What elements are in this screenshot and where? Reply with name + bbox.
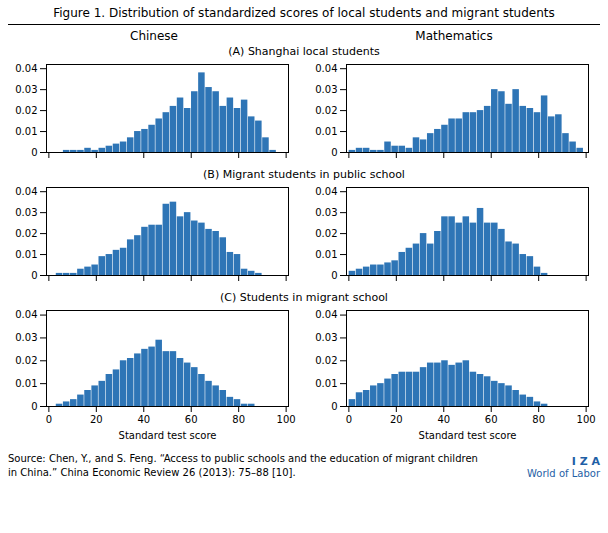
- svg-text:Standard test score: Standard test score: [419, 430, 517, 441]
- svg-text:0.02: 0.02: [15, 355, 37, 366]
- svg-text:0: 0: [331, 270, 337, 281]
- html-text:(C) Students in migrant school: (C) Students in migrant school: [220, 291, 388, 304]
- html-text:Mathematics: Mathematics: [415, 29, 493, 43]
- svg-text:0.03: 0.03: [15, 84, 37, 95]
- svg-text:0: 0: [346, 414, 352, 425]
- svg-text:0.03: 0.03: [15, 207, 37, 218]
- svg-text:0.02: 0.02: [315, 228, 337, 239]
- svg-text:0.02: 0.02: [315, 355, 337, 366]
- svg-text:20: 20: [90, 414, 103, 425]
- html-text:(A) Shanghai local students: (A) Shanghai local students: [228, 45, 380, 58]
- svg-text:0: 0: [31, 147, 37, 158]
- svg-text:0.01: 0.01: [315, 378, 337, 389]
- svg-text:80: 80: [532, 414, 545, 425]
- svg-text:0.01: 0.01: [15, 378, 37, 389]
- svg-text:100: 100: [277, 414, 296, 425]
- svg-text:0.01: 0.01: [15, 249, 37, 260]
- html-text:(B) Migrant students in public: (B) Migrant students in public school: [203, 168, 405, 181]
- svg-text:100: 100: [577, 414, 596, 425]
- svg-text:0: 0: [331, 401, 337, 412]
- svg-text:0.04: 0.04: [15, 309, 37, 320]
- svg-text:0.04: 0.04: [15, 63, 37, 74]
- svg-text:60: 60: [185, 414, 198, 425]
- svg-text:0.04: 0.04: [15, 186, 37, 197]
- svg-text:40: 40: [437, 414, 450, 425]
- svg-text:0.04: 0.04: [315, 63, 337, 74]
- svg-text:0.03: 0.03: [315, 84, 337, 95]
- svg-text:0.01: 0.01: [315, 249, 337, 260]
- svg-text:20: 20: [390, 414, 403, 425]
- svg-text:0.02: 0.02: [15, 105, 37, 116]
- svg-text:0.02: 0.02: [15, 228, 37, 239]
- svg-text:40: 40: [137, 414, 150, 425]
- svg-text:0.03: 0.03: [15, 332, 37, 343]
- svg-text:0.04: 0.04: [315, 309, 337, 320]
- svg-text:0.01: 0.01: [15, 126, 37, 137]
- svg-text:0.01: 0.01: [315, 126, 337, 137]
- svg-text:0.03: 0.03: [315, 207, 337, 218]
- svg-text:60: 60: [485, 414, 498, 425]
- html-text:World of Labor: World of Labor: [527, 468, 600, 479]
- html-text:Chinese: Chinese: [130, 29, 178, 43]
- html-text:I Z A: I Z A: [571, 455, 600, 468]
- svg-text:0.04: 0.04: [315, 186, 337, 197]
- svg-text:0: 0: [331, 147, 337, 158]
- svg-text:0: 0: [31, 270, 37, 281]
- html-text:Figure 1. Distribution of stan: Figure 1. Distribution of standardized s…: [53, 6, 555, 20]
- svg-text:80: 80: [232, 414, 245, 425]
- svg-text:0.02: 0.02: [315, 105, 337, 116]
- svg-text:Standard test score: Standard test score: [119, 430, 217, 441]
- svg-text:0: 0: [46, 414, 52, 425]
- svg-text:0.03: 0.03: [315, 332, 337, 343]
- svg-text:0: 0: [31, 401, 37, 412]
- html-text:Source: Chen, Y., and S. Feng.: Source: Chen, Y., and S. Feng. “Access t…: [8, 453, 478, 478]
